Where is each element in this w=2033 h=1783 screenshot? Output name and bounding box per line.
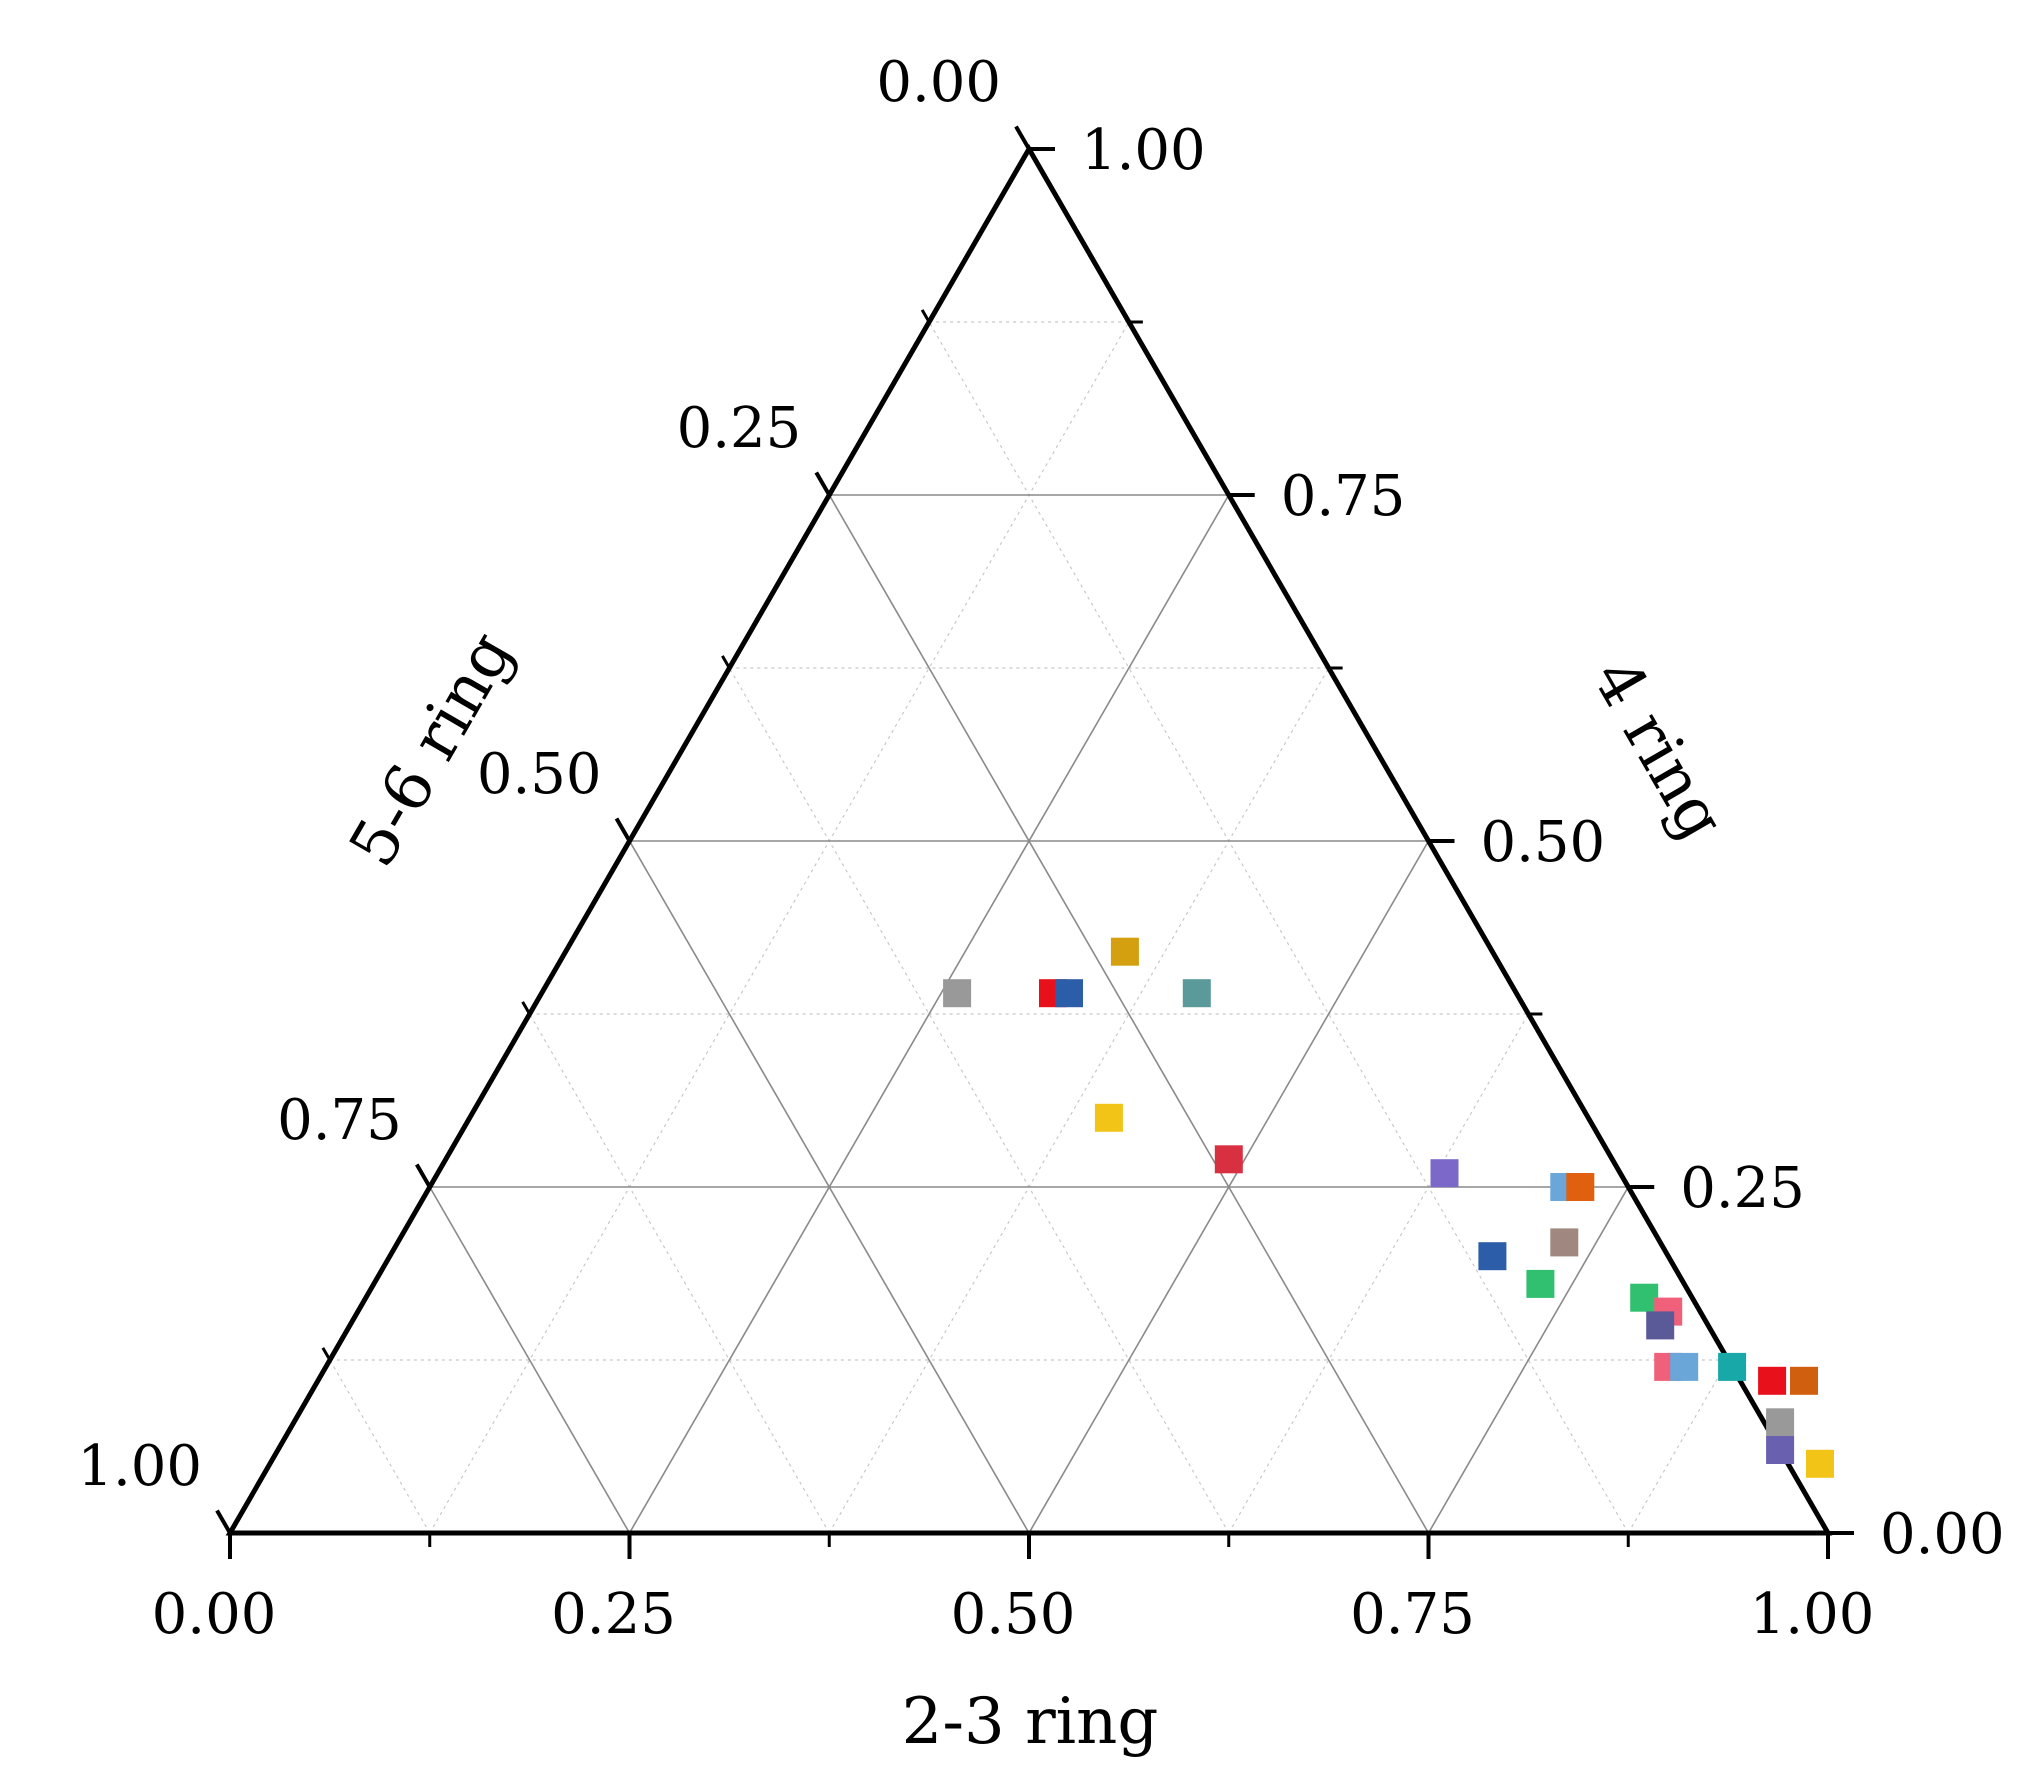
left-tick bbox=[920, 309, 931, 323]
data-point-square bbox=[1670, 1352, 1699, 1381]
bottom-tick-label: 0.00 bbox=[152, 1582, 277, 1647]
data-point-square bbox=[1806, 1449, 1834, 1478]
data-point-square bbox=[1766, 1408, 1795, 1437]
data-point-square bbox=[1550, 1228, 1579, 1257]
data-point-square bbox=[1055, 979, 1083, 1008]
right-tick-label: 1.00 bbox=[1081, 118, 1206, 183]
data-point-square bbox=[1430, 1159, 1459, 1188]
gridline-minor bbox=[828, 667, 1330, 1534]
left-tick bbox=[521, 1001, 531, 1015]
data-point-square bbox=[1630, 1283, 1659, 1312]
data-point-square bbox=[1214, 1145, 1243, 1174]
left-tick bbox=[321, 1347, 332, 1361]
gridline-major bbox=[1427, 1186, 1629, 1534]
left-tick bbox=[1014, 125, 1031, 151]
left-tick bbox=[215, 1509, 232, 1535]
data-point-square bbox=[1110, 937, 1139, 966]
data-points bbox=[943, 937, 1834, 1478]
bottom-tick-label: 1.00 bbox=[1750, 1582, 1875, 1647]
data-point-square bbox=[1094, 1103, 1123, 1132]
gridline-minor bbox=[728, 667, 1230, 1534]
major-gridlines bbox=[429, 494, 1629, 1534]
gridline-minor bbox=[1228, 1013, 1529, 1534]
bottom-axis-title: 2-3 ring bbox=[902, 1685, 1159, 1759]
tick-labels: 0.00 0.25 0.50 0.75 1.000.000.250.500.751.00… bbox=[77, 50, 2004, 1647]
left-tick-label: 0.00 bbox=[876, 50, 1001, 115]
data-point-square bbox=[1646, 1311, 1675, 1340]
data-point-square bbox=[1790, 1366, 1818, 1395]
data-point-square bbox=[1758, 1366, 1787, 1395]
bottom-tick-label: 0.75 bbox=[1350, 1582, 1475, 1647]
left-tick-label: 1.00 bbox=[77, 1434, 202, 1499]
data-point-square bbox=[1526, 1269, 1555, 1298]
right-tick-label: 0.50 bbox=[1481, 810, 1606, 875]
gridline-major bbox=[628, 494, 1230, 1534]
data-point-square bbox=[1566, 1173, 1595, 1201]
gridline-minor bbox=[1627, 1359, 1729, 1534]
left-tick-label: 0.25 bbox=[677, 396, 802, 461]
data-point-square bbox=[943, 979, 972, 1008]
left-tick bbox=[721, 655, 731, 669]
left-tick-label: 0.50 bbox=[477, 742, 602, 807]
bottom-tick-label: 0.50 bbox=[951, 1582, 1076, 1647]
gridline-major bbox=[828, 494, 1430, 1534]
gridline-major bbox=[1028, 840, 1430, 1534]
left-tick bbox=[415, 1163, 432, 1189]
right-tick-label: 0.75 bbox=[1281, 464, 1406, 529]
gridline-minor bbox=[928, 321, 1629, 1534]
data-point-square bbox=[1718, 1352, 1747, 1381]
data-point-square bbox=[1478, 1242, 1507, 1271]
right-tick-label: 0.25 bbox=[1680, 1156, 1805, 1221]
gridline-major bbox=[429, 1186, 631, 1534]
gridline-minor bbox=[329, 1359, 431, 1534]
right-tick-label: 0.00 bbox=[1880, 1502, 2005, 1567]
tick-marks bbox=[215, 125, 1854, 1559]
left-tick bbox=[614, 817, 632, 843]
left-tick-label: 0.75 bbox=[277, 1088, 402, 1153]
gridline-major bbox=[628, 840, 1030, 1534]
minor-gridlines bbox=[329, 321, 1729, 1534]
left-tick bbox=[814, 471, 831, 497]
gridline-minor bbox=[429, 321, 1130, 1534]
data-point-square bbox=[1766, 1436, 1795, 1464]
data-point-square bbox=[1182, 979, 1211, 1008]
gridline-minor bbox=[529, 1013, 830, 1534]
bottom-tick-label: 0.25 bbox=[551, 1582, 676, 1647]
